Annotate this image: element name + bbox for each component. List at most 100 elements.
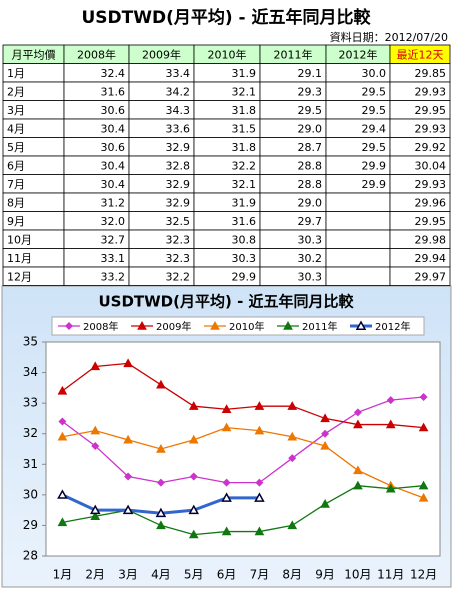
marker xyxy=(57,431,68,441)
table-text: 30.04 xyxy=(415,159,447,172)
table-text: 31.8 xyxy=(232,141,257,154)
table-text: 28.7 xyxy=(298,141,323,154)
table-text: 32.3 xyxy=(166,233,191,246)
table-text: 11月 xyxy=(7,252,32,265)
table-text: 9月 xyxy=(7,215,25,228)
table-text: 33.6 xyxy=(166,122,191,135)
marker xyxy=(57,517,68,527)
table-text: 29.9 xyxy=(362,178,387,191)
table-text: 32.3 xyxy=(166,252,191,265)
table-text: 32.7 xyxy=(101,233,126,246)
table-text: 31.9 xyxy=(232,67,257,80)
x-tick-label: 2月 xyxy=(85,568,105,582)
table-text: 1月 xyxy=(7,67,25,80)
table-text: 32.1 xyxy=(232,178,257,191)
x-tick-label: 3月 xyxy=(118,568,138,582)
table-cell xyxy=(389,266,451,286)
date-label: 資料日期：2012/07/20 xyxy=(330,30,448,44)
marker xyxy=(254,425,265,435)
y-tick-label: 30 xyxy=(23,487,38,501)
table-text: 28.8 xyxy=(298,159,323,172)
marker xyxy=(287,431,298,441)
table-text: 28.8 xyxy=(298,178,323,191)
table-text: 34.2 xyxy=(166,85,191,98)
x-tick-label: 1月 xyxy=(53,568,73,582)
marker xyxy=(320,498,330,508)
table-text: 7月 xyxy=(7,178,25,191)
marker xyxy=(418,480,429,490)
table-cell xyxy=(325,248,391,268)
x-tick-label: 9月 xyxy=(315,568,335,582)
y-tick-label: 35 xyxy=(23,335,38,349)
table-text: 33.2 xyxy=(101,270,126,283)
table-text: 29.5 xyxy=(298,104,323,117)
marker xyxy=(221,404,232,413)
marker xyxy=(123,358,133,368)
marker xyxy=(386,396,395,405)
series-line xyxy=(62,426,424,499)
table-text: 29.94 xyxy=(415,252,447,265)
legend-marker xyxy=(283,320,293,330)
y-tick-label: 34 xyxy=(23,365,38,379)
table-text: 29.3 xyxy=(298,85,323,98)
table-text: 29.93 xyxy=(415,85,447,98)
table-text: 31.5 xyxy=(232,122,257,135)
marker xyxy=(221,526,232,536)
marker xyxy=(123,434,133,444)
x-tick-label: 12月 xyxy=(410,568,437,582)
table-text: 29.5 xyxy=(362,104,387,117)
table-text: 30.3 xyxy=(232,252,257,265)
header-cell: 2008年 xyxy=(77,47,116,61)
table-text: 29.9 xyxy=(232,270,257,283)
table-text: 29.5 xyxy=(362,85,387,98)
marker xyxy=(122,504,134,515)
marker xyxy=(254,526,265,536)
table-text: 32.2 xyxy=(166,270,191,283)
marker xyxy=(58,417,67,426)
x-tick-label: 6月 xyxy=(217,568,237,582)
marker xyxy=(57,489,68,499)
marker xyxy=(418,492,429,502)
legend-marker xyxy=(210,320,220,330)
marker xyxy=(156,379,166,389)
table-text: 6月 xyxy=(7,159,25,172)
table-text: 29.0 xyxy=(298,122,323,135)
marker xyxy=(189,472,198,481)
table-text: 29.98 xyxy=(415,233,447,246)
table-text: 29.4 xyxy=(362,122,387,135)
marker xyxy=(90,425,101,435)
marker xyxy=(419,393,428,402)
table-text: 30.2 xyxy=(298,252,323,265)
table-text: 2月 xyxy=(7,85,25,98)
table-cell xyxy=(325,229,391,249)
table-text: 31.9 xyxy=(232,196,257,209)
table-text: 32.1 xyxy=(232,85,257,98)
marker xyxy=(188,504,200,515)
x-tick-label: 4月 xyxy=(151,568,171,582)
marker xyxy=(155,507,167,518)
table-cell xyxy=(325,192,391,212)
table-text: 30.0 xyxy=(362,67,387,80)
marker xyxy=(57,385,68,395)
table-text: 29.92 xyxy=(415,141,447,154)
table-text: 29.97 xyxy=(415,270,447,283)
table-text: 32.9 xyxy=(166,178,191,191)
marker xyxy=(353,480,363,490)
table-text: 33.4 xyxy=(166,67,191,80)
plot-area xyxy=(45,341,441,557)
table-text: 32.2 xyxy=(232,159,257,172)
marker xyxy=(188,529,199,539)
table-text: 3月 xyxy=(7,104,25,117)
table-text: 32.9 xyxy=(166,141,191,154)
table-text: 29.85 xyxy=(415,67,447,80)
legend-marker xyxy=(65,322,73,330)
marker xyxy=(254,401,265,410)
header-cell: 2010年 xyxy=(208,47,247,61)
marker xyxy=(385,483,396,493)
marker xyxy=(91,441,100,450)
marker xyxy=(124,472,133,481)
x-tick-label: 10月 xyxy=(344,568,371,582)
table-text: 30.4 xyxy=(101,159,126,172)
table-text: 31.2 xyxy=(101,196,126,209)
